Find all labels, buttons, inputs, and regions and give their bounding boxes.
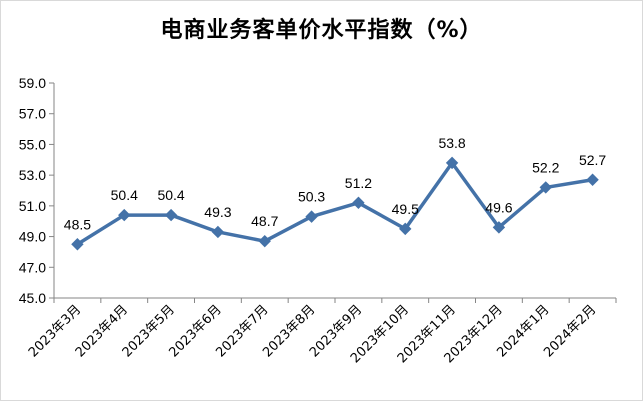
data-point <box>492 221 506 234</box>
y-tick-label: 53.0 <box>19 167 46 183</box>
data-point <box>118 208 131 222</box>
y-tick-label: 51.0 <box>19 198 46 214</box>
data-label: 49.3 <box>204 204 231 220</box>
data-label: 50.3 <box>298 189 325 205</box>
data-point <box>211 225 225 239</box>
data-label: 48.7 <box>251 213 278 229</box>
y-tick-label: 57.0 <box>19 106 46 122</box>
series-line <box>76 161 593 246</box>
data-label: 49.6 <box>485 199 512 215</box>
data-point <box>305 210 318 223</box>
data-point <box>352 196 365 209</box>
y-tick-label: 45.0 <box>19 290 46 306</box>
data-label: 48.5 <box>64 216 91 232</box>
y-tick-label: 49.0 <box>19 229 46 245</box>
data-label: 53.8 <box>438 135 465 151</box>
data-point <box>399 222 412 236</box>
chart-title: 电商业务客单价水平指数（%） <box>160 18 483 43</box>
data-point <box>586 173 599 186</box>
y-tick-label: 47.0 <box>19 259 46 275</box>
data-point <box>71 238 84 251</box>
data-label: 49.5 <box>392 201 419 217</box>
data-label: 51.2 <box>345 175 372 191</box>
data-label: 52.7 <box>579 152 606 168</box>
data-point <box>539 181 552 194</box>
data-point <box>164 208 178 222</box>
data-point <box>258 234 271 248</box>
data-label: 50.4 <box>111 187 138 203</box>
y-tick-label: 55.0 <box>19 136 46 152</box>
data-label: 52.2 <box>532 159 559 175</box>
data-point <box>445 156 459 170</box>
data-label: 50.4 <box>157 187 184 203</box>
y-tick-label: 59.0 <box>19 75 46 91</box>
